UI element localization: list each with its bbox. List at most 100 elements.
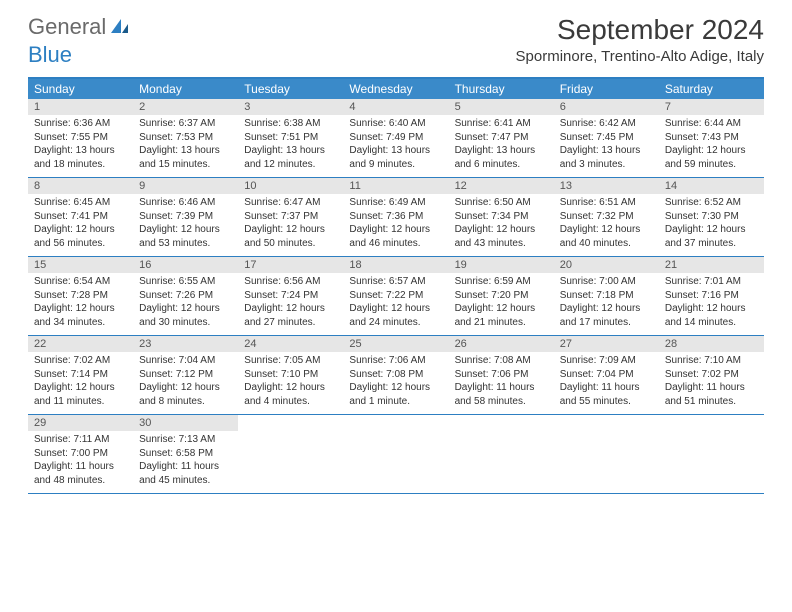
sunset-text: Sunset: 7:51 PM — [244, 131, 337, 145]
sunrise-text: Sunrise: 6:59 AM — [455, 275, 548, 289]
daylight-text: Daylight: 11 hours — [34, 460, 127, 474]
day-number-cell: 20 — [554, 257, 659, 273]
daylight-text: and 30 minutes. — [139, 316, 232, 330]
daylight-text: Daylight: 11 hours — [139, 460, 232, 474]
location: Sporminore, Trentino-Alto Adige, Italy — [516, 48, 764, 65]
daylight-text: and 18 minutes. — [34, 158, 127, 172]
daylight-text: Daylight: 11 hours — [560, 381, 653, 395]
daylight-text: Daylight: 12 hours — [34, 223, 127, 237]
day-info-cell: Sunrise: 6:44 AMSunset: 7:43 PMDaylight:… — [659, 115, 764, 177]
daylight-text: Daylight: 12 hours — [349, 381, 442, 395]
day-number-cell: 28 — [659, 336, 764, 352]
daylight-text: and 9 minutes. — [349, 158, 442, 172]
sunrise-text: Sunrise: 7:09 AM — [560, 354, 653, 368]
day-info-cell: Sunrise: 6:42 AMSunset: 7:45 PMDaylight:… — [554, 115, 659, 177]
sunset-text: Sunset: 7:16 PM — [665, 289, 758, 303]
sunrise-text: Sunrise: 6:57 AM — [349, 275, 442, 289]
day-info-cell: Sunrise: 6:46 AMSunset: 7:39 PMDaylight:… — [133, 194, 238, 256]
sunrise-text: Sunrise: 6:38 AM — [244, 117, 337, 131]
sunrise-text: Sunrise: 7:10 AM — [665, 354, 758, 368]
day-number-cell: 23 — [133, 336, 238, 352]
daylight-text: Daylight: 12 hours — [455, 223, 548, 237]
day-number-cell: 30 — [133, 415, 238, 431]
sunset-text: Sunset: 7:06 PM — [455, 368, 548, 382]
sunrise-text: Sunrise: 7:01 AM — [665, 275, 758, 289]
day-info-cell: Sunrise: 7:06 AMSunset: 7:08 PMDaylight:… — [343, 352, 448, 414]
daylight-text: and 4 minutes. — [244, 395, 337, 409]
daylight-text: Daylight: 13 hours — [560, 144, 653, 158]
calendar-week: 1234567Sunrise: 6:36 AMSunset: 7:55 PMDa… — [28, 99, 764, 178]
day-info-row: Sunrise: 6:54 AMSunset: 7:28 PMDaylight:… — [28, 273, 764, 335]
day-number-cell: 8 — [28, 178, 133, 194]
day-info-cell — [343, 431, 448, 493]
day-info-cell — [554, 431, 659, 493]
daylight-text: Daylight: 12 hours — [349, 302, 442, 316]
day-number-cell: 13 — [554, 178, 659, 194]
day-info-cell: Sunrise: 6:47 AMSunset: 7:37 PMDaylight:… — [238, 194, 343, 256]
weeks-container: 1234567Sunrise: 6:36 AMSunset: 7:55 PMDa… — [28, 99, 764, 494]
sunrise-text: Sunrise: 6:52 AM — [665, 196, 758, 210]
sunset-text: Sunset: 7:26 PM — [139, 289, 232, 303]
day-number-row: 1234567 — [28, 99, 764, 115]
day-info-cell: Sunrise: 6:50 AMSunset: 7:34 PMDaylight:… — [449, 194, 554, 256]
daylight-text: Daylight: 12 hours — [665, 223, 758, 237]
weekday-header: Saturday — [659, 79, 764, 99]
sunrise-text: Sunrise: 7:05 AM — [244, 354, 337, 368]
day-info-cell: Sunrise: 6:55 AMSunset: 7:26 PMDaylight:… — [133, 273, 238, 335]
sunrise-text: Sunrise: 7:11 AM — [34, 433, 127, 447]
day-info-cell: Sunrise: 6:41 AMSunset: 7:47 PMDaylight:… — [449, 115, 554, 177]
daylight-text: and 59 minutes. — [665, 158, 758, 172]
day-number-cell: 24 — [238, 336, 343, 352]
day-info-row: Sunrise: 7:11 AMSunset: 7:00 PMDaylight:… — [28, 431, 764, 493]
daylight-text: and 46 minutes. — [349, 237, 442, 251]
sunset-text: Sunset: 7:00 PM — [34, 447, 127, 461]
logo: General — [28, 14, 130, 40]
day-info-cell: Sunrise: 6:38 AMSunset: 7:51 PMDaylight:… — [238, 115, 343, 177]
day-number-cell: 3 — [238, 99, 343, 115]
sunrise-text: Sunrise: 6:51 AM — [560, 196, 653, 210]
daylight-text: and 50 minutes. — [244, 237, 337, 251]
daylight-text: Daylight: 12 hours — [34, 381, 127, 395]
sunrise-text: Sunrise: 6:47 AM — [244, 196, 337, 210]
daylight-text: Daylight: 11 hours — [665, 381, 758, 395]
weekday-header: Wednesday — [343, 79, 448, 99]
daylight-text: and 24 minutes. — [349, 316, 442, 330]
daylight-text: and 45 minutes. — [139, 474, 232, 488]
day-info-cell: Sunrise: 7:08 AMSunset: 7:06 PMDaylight:… — [449, 352, 554, 414]
daylight-text: and 27 minutes. — [244, 316, 337, 330]
sunrise-text: Sunrise: 6:41 AM — [455, 117, 548, 131]
daylight-text: Daylight: 13 hours — [244, 144, 337, 158]
sunset-text: Sunset: 7:36 PM — [349, 210, 442, 224]
day-info-cell: Sunrise: 6:40 AMSunset: 7:49 PMDaylight:… — [343, 115, 448, 177]
sunrise-text: Sunrise: 6:45 AM — [34, 196, 127, 210]
weekday-header: Tuesday — [238, 79, 343, 99]
sunset-text: Sunset: 7:43 PM — [665, 131, 758, 145]
sunset-text: Sunset: 7:39 PM — [139, 210, 232, 224]
day-info-cell: Sunrise: 6:36 AMSunset: 7:55 PMDaylight:… — [28, 115, 133, 177]
daylight-text: Daylight: 13 hours — [349, 144, 442, 158]
day-info-row: Sunrise: 6:45 AMSunset: 7:41 PMDaylight:… — [28, 194, 764, 256]
daylight-text: Daylight: 12 hours — [139, 302, 232, 316]
day-number-cell: 1 — [28, 99, 133, 115]
daylight-text: Daylight: 13 hours — [139, 144, 232, 158]
weekday-header: Friday — [554, 79, 659, 99]
day-number-cell: 10 — [238, 178, 343, 194]
day-number-cell — [554, 415, 659, 431]
sunset-text: Sunset: 7:02 PM — [665, 368, 758, 382]
day-info-cell: Sunrise: 6:45 AMSunset: 7:41 PMDaylight:… — [28, 194, 133, 256]
day-number-cell: 5 — [449, 99, 554, 115]
daylight-text: and 37 minutes. — [665, 237, 758, 251]
sunset-text: Sunset: 7:12 PM — [139, 368, 232, 382]
sunrise-text: Sunrise: 7:00 AM — [560, 275, 653, 289]
sunset-text: Sunset: 7:18 PM — [560, 289, 653, 303]
day-number-cell: 11 — [343, 178, 448, 194]
day-info-cell: Sunrise: 6:56 AMSunset: 7:24 PMDaylight:… — [238, 273, 343, 335]
day-number-cell: 9 — [133, 178, 238, 194]
day-info-cell — [449, 431, 554, 493]
day-info-cell: Sunrise: 7:11 AMSunset: 7:00 PMDaylight:… — [28, 431, 133, 493]
sunrise-text: Sunrise: 6:46 AM — [139, 196, 232, 210]
sunset-text: Sunset: 7:22 PM — [349, 289, 442, 303]
daylight-text: Daylight: 12 hours — [349, 223, 442, 237]
daylight-text: Daylight: 12 hours — [139, 223, 232, 237]
daylight-text: and 53 minutes. — [139, 237, 232, 251]
